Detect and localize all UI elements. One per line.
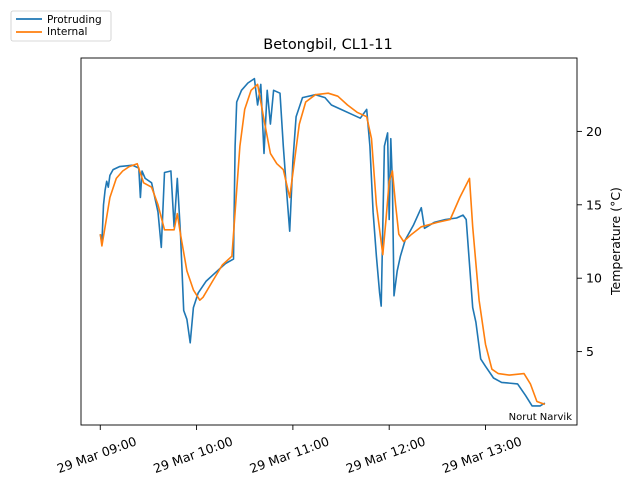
y-tick-label: 5 [586,344,594,359]
y-tick-label: 10 [586,271,602,286]
series-layer [99,77,546,407]
source-annotation: Norut Narvik [509,412,573,423]
y-axis: 5 10 15 20 [577,124,602,359]
legend-label-internal: Internal [47,26,87,38]
legend-label-protruding: Protruding [47,14,102,26]
y-axis-label: Temperature (°C) [608,187,623,296]
y-tick-label: 20 [586,124,602,139]
x-tick-label: 29 Mar 11:00 [248,433,332,476]
y-tick-label: 15 [586,197,602,212]
x-axis: 29 Mar 09:00 29 Mar 10:00 29 Mar 11:00 29 M… [55,425,524,476]
plot-frame [80,57,578,426]
legend: Protruding Internal [10,10,112,42]
series-line-internal [99,83,546,406]
x-tick-label: 29 Mar 10:00 [151,433,235,476]
x-tick-label: 29 Mar 09:00 [55,433,139,476]
chart-title: Betongbil, CL1-11 [263,37,392,53]
x-tick-label: 29 Mar 13:00 [440,433,524,476]
series-line-protruding [99,77,546,407]
x-tick-label: 29 Mar 12:00 [344,433,428,476]
